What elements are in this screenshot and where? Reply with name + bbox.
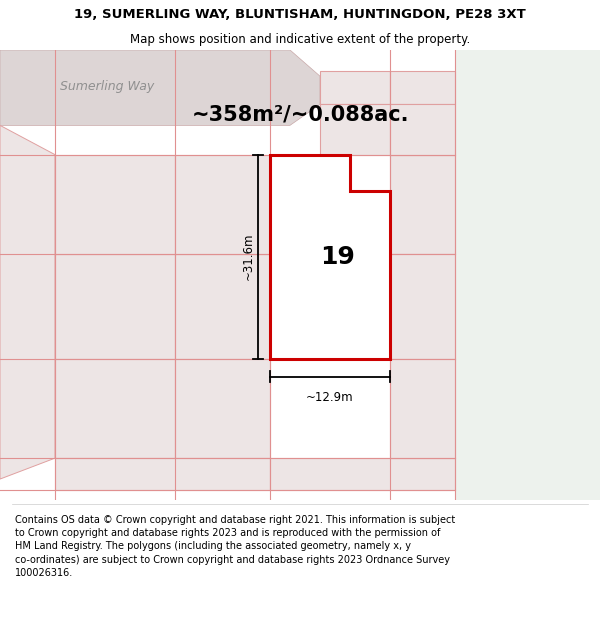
Text: ~12.9m: ~12.9m — [306, 391, 354, 404]
Polygon shape — [0, 50, 320, 126]
Polygon shape — [55, 254, 175, 359]
Text: Map shows position and indicative extent of the property.: Map shows position and indicative extent… — [130, 32, 470, 46]
Polygon shape — [55, 359, 175, 458]
Text: ~358m²/~0.088ac.: ~358m²/~0.088ac. — [191, 105, 409, 125]
Text: ~31.6m: ~31.6m — [241, 233, 254, 281]
Text: Contains OS data © Crown copyright and database right 2021. This information is : Contains OS data © Crown copyright and d… — [15, 515, 455, 578]
Polygon shape — [390, 254, 455, 359]
Polygon shape — [390, 359, 455, 458]
Polygon shape — [175, 254, 270, 359]
Bar — [455, 50, 600, 500]
Polygon shape — [175, 359, 270, 458]
Polygon shape — [390, 154, 455, 254]
Polygon shape — [320, 71, 390, 104]
Polygon shape — [270, 458, 455, 489]
Polygon shape — [390, 104, 455, 154]
Polygon shape — [55, 458, 270, 489]
Polygon shape — [175, 154, 270, 254]
Text: 19: 19 — [320, 244, 355, 269]
Polygon shape — [390, 71, 455, 104]
Polygon shape — [55, 154, 175, 254]
Polygon shape — [320, 104, 390, 154]
Polygon shape — [0, 126, 55, 479]
Text: Sumerling Way: Sumerling Way — [60, 80, 154, 93]
Text: 19, SUMERLING WAY, BLUNTISHAM, HUNTINGDON, PE28 3XT: 19, SUMERLING WAY, BLUNTISHAM, HUNTINGDO… — [74, 9, 526, 21]
Polygon shape — [270, 154, 390, 359]
